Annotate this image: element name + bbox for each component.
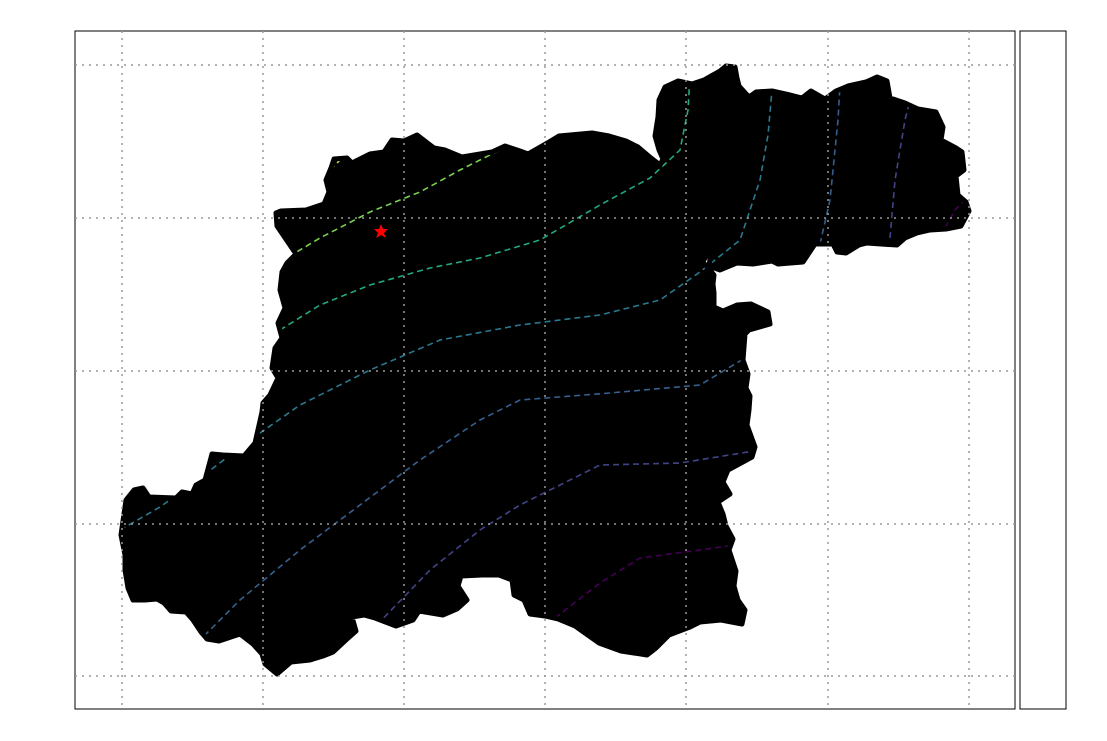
region-outline xyxy=(118,63,972,677)
colorbar-frame xyxy=(1019,30,1067,710)
contour-line-225 xyxy=(279,74,691,331)
contour-line-125 xyxy=(554,199,966,619)
contour-line-200 xyxy=(121,89,773,531)
colorbar xyxy=(1019,30,1067,710)
contour-lines xyxy=(121,74,966,651)
city-star-icon xyxy=(374,224,388,238)
contour-line-175 xyxy=(189,84,841,651)
gridlines xyxy=(75,31,1015,709)
